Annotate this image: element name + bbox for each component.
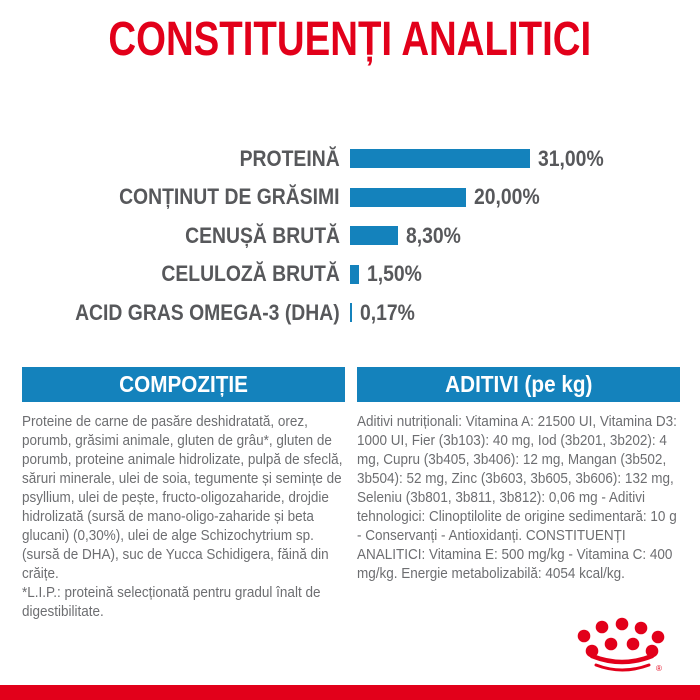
- registered-trademark-symbol: ®: [656, 664, 662, 673]
- composition-section: COMPOZIȚIE Proteine de carne de pasăre d…: [22, 367, 345, 621]
- bar: [350, 264, 359, 284]
- bar-value-label: 1,50%: [366, 261, 422, 286]
- bar-category-label: PROTEINĂ: [239, 145, 340, 171]
- composition-body: Proteine de carne de pasăre deshidratată…: [22, 412, 345, 621]
- crown-base-arcs: [589, 653, 655, 672]
- chart-row: ACID GRAS OMEGA-3 (DHA) 0,17%: [0, 300, 700, 325]
- chart-row: CELULOZĂ BRUTĂ 1,50%: [0, 261, 700, 286]
- additives-header: ADITIVI (pe kg): [357, 367, 680, 402]
- bar-category-label: ACID GRAS OMEGA-3 (DHA): [75, 299, 340, 325]
- chart-row: PROTEINĂ 31,00%: [0, 146, 700, 171]
- page-title-text: CONSTITUENȚI ANALITICI: [108, 13, 592, 66]
- bar-value-label: 20,00%: [474, 184, 540, 209]
- composition-header: COMPOZIȚIE: [22, 367, 345, 402]
- page-title: CONSTITUENȚI ANALITICI: [0, 14, 700, 66]
- bar-category-label: CELULOZĂ BRUTĂ: [161, 261, 340, 286]
- additives-text: Aditivi nutriționali: Vitamina A: 21500 …: [357, 413, 677, 582]
- royal-canin-crown-logo: ®: [577, 617, 665, 673]
- analytical-constituents-bar-chart: PROTEINĂ 31,00% CONȚINUT DE GRĂSIMI 20,00% C…: [0, 146, 700, 342]
- additives-section: ADITIVI (pe kg) Aditivi nutriționali: Vi…: [357, 367, 680, 583]
- bar: [350, 149, 530, 168]
- chart-row: CENUȘĂ BRUTĂ 8,30%: [0, 223, 700, 248]
- bar-category-label: CONȚINUT DE GRĂSIMI: [119, 184, 340, 209]
- crown-dots: [577, 617, 665, 658]
- bar-value-label: 0,17%: [359, 299, 415, 325]
- bar: [350, 187, 467, 207]
- chart-row: CONȚINUT DE GRĂSIMI 20,00%: [0, 184, 700, 209]
- composition-footnote: *L.I.P.: proteină selecționată pentru gr…: [22, 584, 321, 620]
- bar: [350, 303, 352, 322]
- additives-body: Aditivi nutriționali: Vitamina A: 21500 …: [357, 412, 680, 583]
- bar: [350, 226, 399, 245]
- bar-value-label: 8,30%: [406, 222, 462, 248]
- composition-text: Proteine de carne de pasăre deshidratată…: [22, 413, 343, 582]
- composition-header-text: COMPOZIȚIE: [119, 371, 248, 397]
- bottom-red-band: [0, 685, 700, 700]
- additives-header-text: ADITIVI (pe kg): [444, 371, 593, 397]
- bar-value-label: 31,00%: [538, 145, 604, 171]
- bar-category-label: CENUȘĂ BRUTĂ: [185, 222, 340, 248]
